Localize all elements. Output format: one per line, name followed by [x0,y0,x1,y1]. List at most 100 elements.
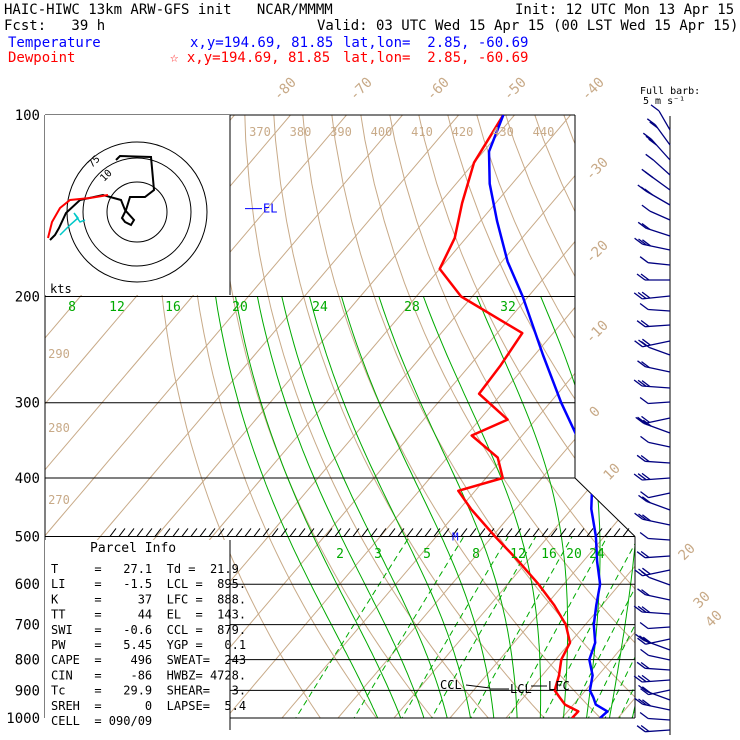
wind-barb-flag [633,292,643,300]
frl-tick [577,528,585,537]
frl-tick [280,528,288,537]
wind-barb-flag [640,550,650,559]
wind-barb [642,477,671,481]
frl-tick [199,528,207,537]
wind-barb-flag [642,567,651,575]
moist-adiabat-line [309,296,474,718]
parcel-info-row: SREH = 0 LAPSE= 5.4 [51,699,246,713]
wind-barb-flag [641,589,650,597]
isotherm-label: 0 [587,404,604,421]
theta-label: 410 [411,125,433,139]
wind-barb-flag [641,415,650,423]
barb-legend-title: Full barb: [640,86,701,97]
isotherm-line [45,115,347,718]
wind-barb [645,594,671,601]
mixing-ratio-line [287,536,410,718]
hodograph-trace-low [47,194,109,239]
legend-temperature-xy: x,y=194.69, 81.85 [190,35,334,51]
parcel-info-box: Parcel Info T = 27.1 Td = 21.9LI = -1.5 L… [45,540,246,730]
wind-barb-flag [636,661,646,669]
frl-tick [136,528,144,537]
lfc-label: LFC [548,679,570,693]
wind-barb-flag [634,340,643,348]
wind-barb-flag [641,361,650,369]
mixing-ratio-label: 5 [423,547,431,562]
wind-barb [642,703,671,711]
el-label: EL [263,202,277,216]
legend-temperature-label: Temperature [8,35,101,51]
parcel-box-background [45,540,230,730]
frl-tick [253,528,261,537]
wind-barb-flag [642,132,652,140]
theta-label: 390 [330,125,352,139]
wind-barb [648,492,671,499]
frl-tick [433,528,441,537]
mixing-ratio-label: 24 [312,300,328,315]
wind-barb-flag [642,699,651,707]
isotherm-label: 20 [676,541,699,564]
hodograph-trace-upper [49,154,156,241]
wind-barb-flag [644,188,654,196]
parcel-info-row: CIN = -86 HWBZ= 4728. [51,668,246,682]
wind-barb-flag [639,531,649,540]
wind-barb-flag [641,291,651,299]
legend-dewpoint-xy: ☆ x,y=194.69, 81.85 [170,50,331,66]
frl-tick [271,528,279,537]
moist-adiabat-line [476,296,569,718]
wind-barb-flag [640,570,650,579]
parcel-info-row: CAPE = 496 SWEAT= 243 [51,653,246,667]
wind-barb-flag [641,686,651,694]
dry-adiabat-line [299,115,614,718]
wind-barb-flag [638,494,647,502]
wind-barb-flag [637,473,647,481]
dry-adiabat-line [694,87,740,730]
mixing-ratio-label: 20 [232,300,248,315]
wind-barb [648,654,671,661]
isotherm-label: 10 [601,461,624,484]
right-axis-slant [574,477,636,537]
wind-barb-flag [641,496,651,504]
frl-tick [379,528,387,537]
isotherm-label: -20 [583,238,612,267]
pressure-label: 800 [15,653,40,669]
wind-barb-flag [639,256,649,264]
theta-label: 400 [371,125,393,139]
parcel-info-row: PW = 5.45 YGP = 0.1 [51,638,246,652]
wind-barb-flag [640,340,650,349]
mixing-ratio-line [346,536,465,718]
isotherm-line [45,115,403,718]
parcel-info-row: TT = 44 EL = 143. [51,608,246,622]
moist-adiabat-line [256,296,429,718]
wind-barb [645,366,671,373]
dry-adiabat-line [412,115,635,718]
mixing-ratio-label: 8 [472,547,480,562]
frl-tick [289,528,297,537]
wind-barb-flag [641,472,651,480]
mixing-ratio-label: 12 [510,547,526,562]
dry-adiabat-line [355,115,635,718]
wind-barb [642,611,671,615]
wind-barb-flag [641,222,651,231]
header-forecast-hour: Fcst: 39 h [4,18,106,34]
parcel-info-row: T = 27.1 Td = 21.9 [51,562,239,576]
isotherm-label: -30 [583,155,612,184]
frl-tick [406,528,414,537]
frl-tick [514,528,522,537]
ccl-label: CCL [440,678,462,692]
mixing-ratio-label: 28 [404,300,420,315]
wind-barb [648,717,671,721]
pressure-label: 700 [15,618,40,634]
wind-barb-flag [637,588,646,596]
melting-level-label: M [452,530,459,543]
frl-tick [109,528,117,537]
frl-tick [226,528,234,537]
isotherm-label: 30 [691,589,714,612]
mixing-ratio-label: 24 [589,547,605,562]
frl-tick [532,528,540,537]
wind-barb-flag [640,491,649,499]
frl-tick [388,528,396,537]
frl-tick [343,528,351,537]
wind-barb-flag [644,171,654,179]
